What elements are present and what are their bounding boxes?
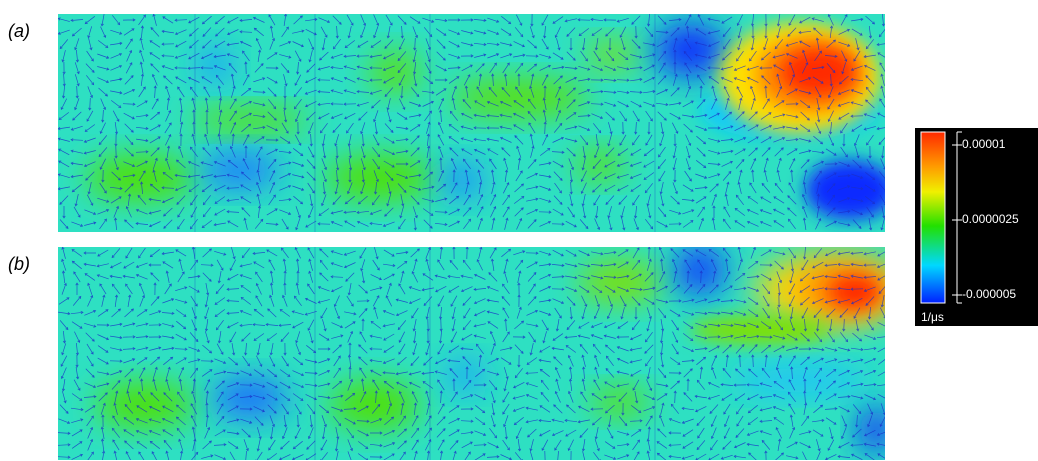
color-blob <box>330 381 420 429</box>
colorbar-unit: 1/μs <box>921 310 944 324</box>
color-blob <box>85 156 195 200</box>
colorbar-tick-label: 0.00001 <box>962 137 1006 151</box>
panel-label: (a) <box>8 21 30 41</box>
color-blob <box>858 408 894 452</box>
color-blob <box>445 359 485 391</box>
color-blob <box>780 48 856 96</box>
vector-field-panel <box>58 14 895 232</box>
color-blob <box>325 156 435 200</box>
colorbar-tick-label: -0.000005 <box>962 287 1016 301</box>
color-blob <box>830 276 880 308</box>
colorbar-tick-label: 0.0000025 <box>962 212 1019 226</box>
color-blob <box>450 80 590 116</box>
colorbar: 1/μs 0.00001 0.0000025 -0.000005 <box>915 128 1038 326</box>
color-blob <box>370 52 420 92</box>
color-blob <box>440 162 484 198</box>
color-blob <box>587 41 637 69</box>
color-blob <box>575 150 625 180</box>
figure: (a) (b) 1/μs 0.00001 0.0000025 -0.000005 <box>0 0 1038 461</box>
color-blob <box>200 152 280 188</box>
vector-field-panel <box>58 245 905 461</box>
color-blob <box>590 388 650 416</box>
panel-label: (b) <box>8 254 30 274</box>
